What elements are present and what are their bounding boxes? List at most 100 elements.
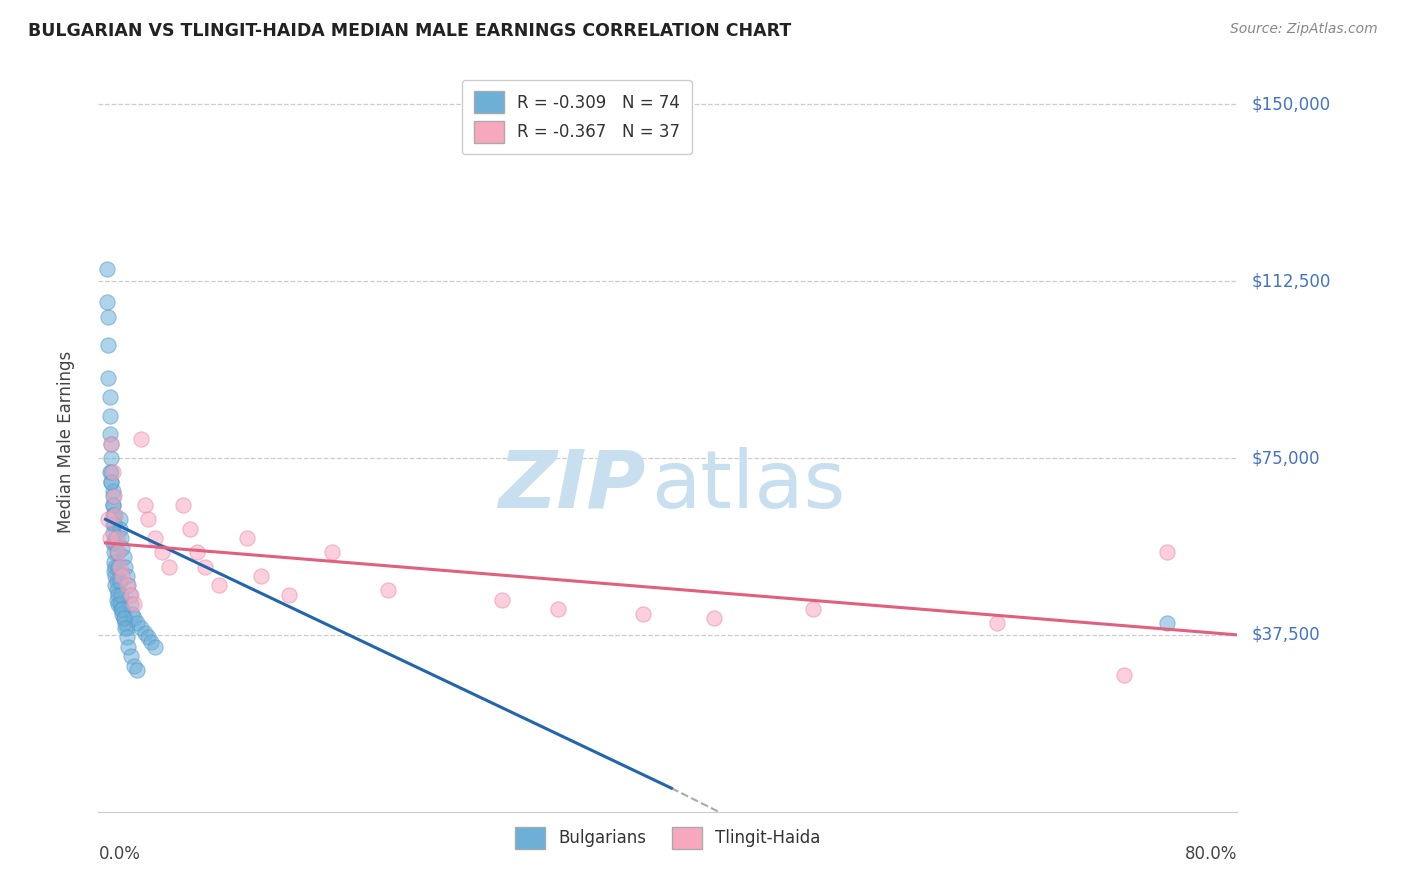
- Point: [150, 545, 173, 559]
- Text: 0.0%: 0.0%: [98, 845, 141, 863]
- Point: [112, 611, 135, 625]
- Point: [103, 508, 125, 522]
- Text: $75,000: $75,000: [1251, 449, 1320, 467]
- Point: [108, 597, 131, 611]
- Text: $37,500: $37,500: [1251, 626, 1320, 644]
- Point: [120, 649, 142, 664]
- Point: [103, 564, 125, 578]
- Point: [97, 371, 120, 385]
- Point: [115, 630, 138, 644]
- Point: [104, 569, 127, 583]
- Point: [208, 578, 231, 592]
- Point: [122, 658, 145, 673]
- Point: [117, 640, 139, 654]
- Point: [111, 602, 134, 616]
- Point: [278, 588, 301, 602]
- Point: [631, 607, 654, 621]
- Point: [105, 531, 128, 545]
- Text: 80.0%: 80.0%: [1185, 845, 1237, 863]
- Point: [96, 295, 118, 310]
- Point: [100, 475, 122, 489]
- Point: [97, 310, 120, 324]
- Text: $112,500: $112,500: [1251, 272, 1330, 290]
- Point: [129, 432, 152, 446]
- Point: [125, 616, 148, 631]
- Point: [105, 574, 128, 588]
- Y-axis label: Median Male Earnings: Median Male Earnings: [56, 351, 75, 533]
- Point: [101, 508, 124, 522]
- Point: [193, 559, 215, 574]
- Point: [1156, 616, 1178, 631]
- Point: [118, 588, 141, 602]
- Point: [101, 465, 124, 479]
- Point: [179, 522, 201, 536]
- Point: [157, 559, 180, 574]
- Point: [703, 611, 725, 625]
- Point: [1114, 668, 1136, 682]
- Text: BULGARIAN VS TLINGIT-HAIDA MEDIAN MALE EARNINGS CORRELATION CHART: BULGARIAN VS TLINGIT-HAIDA MEDIAN MALE E…: [28, 22, 792, 40]
- Point: [105, 583, 128, 598]
- Point: [104, 559, 127, 574]
- Point: [115, 578, 138, 592]
- Point: [110, 602, 132, 616]
- Point: [111, 569, 134, 583]
- Point: [105, 592, 128, 607]
- Text: $150,000: $150,000: [1251, 95, 1330, 113]
- Point: [104, 508, 127, 522]
- Point: [100, 437, 122, 451]
- Point: [108, 512, 131, 526]
- Point: [129, 621, 152, 635]
- Point: [110, 531, 132, 545]
- Point: [250, 569, 273, 583]
- Point: [122, 611, 145, 625]
- Point: [112, 550, 135, 565]
- Point: [108, 522, 131, 536]
- Point: [107, 597, 129, 611]
- Point: [547, 602, 569, 616]
- Point: [96, 262, 118, 277]
- Point: [103, 489, 125, 503]
- Point: [107, 545, 129, 559]
- Point: [136, 630, 159, 644]
- Point: [98, 390, 121, 404]
- Point: [172, 498, 194, 512]
- Point: [103, 545, 125, 559]
- Point: [108, 574, 131, 588]
- Point: [100, 475, 122, 489]
- Point: [107, 559, 129, 574]
- Point: [101, 517, 124, 532]
- Point: [121, 607, 143, 621]
- Point: [115, 621, 138, 635]
- Text: atlas: atlas: [651, 447, 845, 525]
- Point: [108, 559, 131, 574]
- Point: [321, 545, 343, 559]
- Point: [104, 578, 127, 592]
- Point: [114, 559, 136, 574]
- Point: [112, 611, 135, 625]
- Point: [100, 451, 122, 466]
- Point: [101, 484, 124, 499]
- Point: [111, 541, 134, 555]
- Point: [100, 437, 122, 451]
- Point: [186, 545, 208, 559]
- Point: [101, 536, 124, 550]
- Point: [111, 607, 134, 621]
- Point: [103, 517, 125, 532]
- Point: [1156, 545, 1178, 559]
- Point: [236, 531, 259, 545]
- Point: [101, 489, 124, 503]
- Point: [801, 602, 824, 616]
- Text: Source: ZipAtlas.com: Source: ZipAtlas.com: [1230, 22, 1378, 37]
- Point: [107, 588, 129, 602]
- Point: [136, 512, 159, 526]
- Point: [134, 625, 156, 640]
- Point: [100, 465, 122, 479]
- Point: [105, 545, 128, 559]
- Point: [134, 498, 156, 512]
- Point: [98, 427, 121, 442]
- Point: [115, 569, 138, 583]
- Point: [122, 597, 145, 611]
- Point: [101, 526, 124, 541]
- Point: [103, 555, 125, 569]
- Point: [143, 531, 166, 545]
